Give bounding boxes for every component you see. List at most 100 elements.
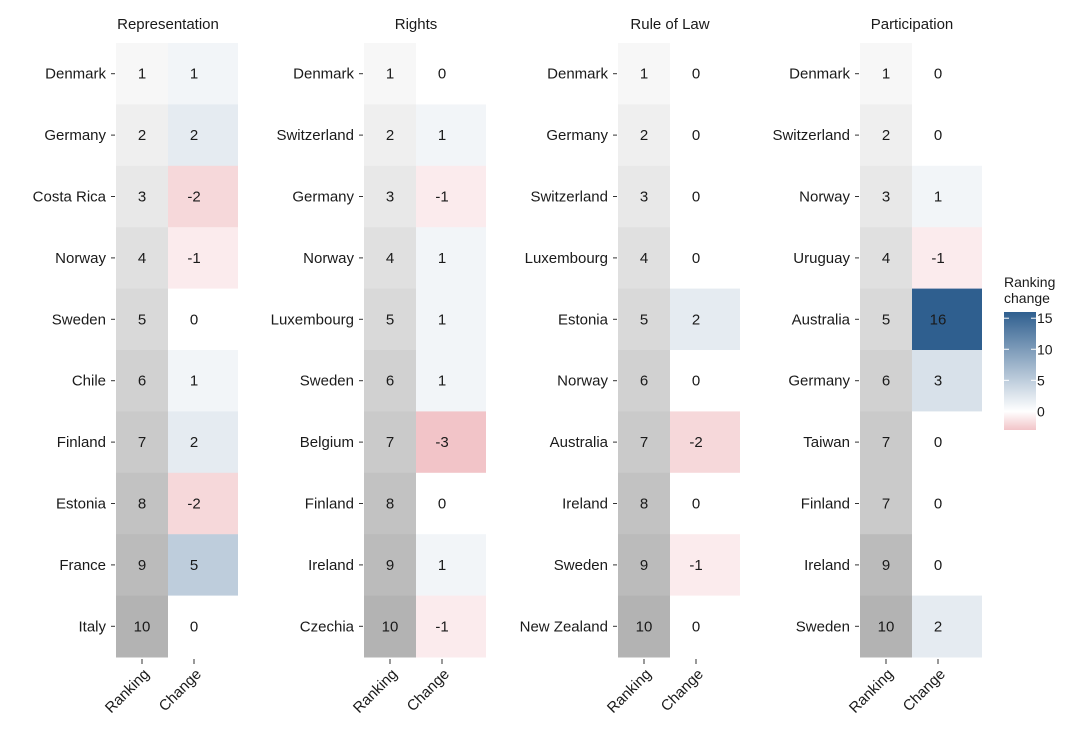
change-label: -1 [187,250,200,267]
change-cell [416,411,486,474]
ranking-label: 8 [138,496,146,513]
x-tick-label: Change [156,666,205,715]
ranking-label: 8 [640,496,648,513]
ranking-label: 3 [386,189,394,206]
change-label: 1 [934,189,942,206]
change-label: 2 [190,127,198,144]
change-cell [168,534,238,597]
country-label: Germany [292,189,354,206]
change-label: 1 [438,127,446,144]
country-label: Sweden [52,311,106,328]
ranking-label: 7 [882,434,890,451]
change-cell [670,350,740,412]
change-label: -1 [435,189,448,206]
change-label: -2 [187,496,200,513]
legend-colorbar [1004,312,1036,430]
ranking-label: 2 [138,127,146,144]
panel-title: Rights [395,16,438,33]
country-label: Denmark [789,66,850,83]
country-label: Sweden [300,373,354,390]
country-label: Finland [57,434,106,451]
x-tick-label: Ranking [846,666,897,717]
ranking-cell [116,104,168,167]
country-label: Estonia [558,311,609,328]
change-label: 5 [190,557,198,574]
change-label: 0 [692,496,700,513]
country-label: Luxembourg [271,311,354,328]
change-label: 1 [438,373,446,390]
change-cell [168,350,238,412]
change-cell [416,104,486,167]
x-tick-label: Change [404,666,453,715]
change-cell [912,43,982,105]
change-label: 0 [934,66,942,83]
change-label: 0 [692,618,700,635]
ranking-label: 10 [878,618,895,635]
country-label: Ireland [804,557,850,574]
ranking-label: 9 [386,557,394,574]
ranking-cell [116,472,168,535]
country-label: Sweden [554,557,608,574]
ranking-label: 9 [640,557,648,574]
ranking-cell [860,350,912,412]
change-cell [670,165,740,228]
change-label: 0 [934,434,942,451]
ranking-cell [116,411,168,474]
country-label: Switzerland [530,189,608,206]
change-cell [670,411,740,474]
country-label: Norway [55,250,106,267]
ranking-label: 6 [882,373,890,390]
country-label: Belgium [300,434,354,451]
change-label: 0 [692,373,700,390]
ranking-cell [860,165,912,228]
ranking-cell [860,472,912,535]
change-cell [168,165,238,228]
ranking-cell [618,165,670,228]
legend-title: change [1004,290,1050,306]
ranking-cell [116,534,168,597]
country-label: France [59,557,106,574]
change-cell [912,104,982,167]
change-label: 0 [934,557,942,574]
ranking-label: 7 [386,434,394,451]
change-cell [416,227,486,290]
country-label: Denmark [293,66,354,83]
change-label: -1 [435,618,448,635]
ranking-label: 7 [138,434,146,451]
change-label: 0 [692,189,700,206]
country-label: Australia [792,311,851,328]
change-label: 0 [692,66,700,83]
legend-title: Ranking [1004,274,1055,290]
change-cell [416,43,486,105]
ranking-cell [364,165,416,228]
ranking-cell [618,288,670,351]
ranking-cell [860,534,912,597]
country-label: Czechia [300,618,355,635]
change-label: 2 [692,311,700,328]
country-label: Ireland [562,496,608,513]
ranking-label: 4 [386,250,394,267]
ranking-cell [618,227,670,290]
change-label: -2 [187,189,200,206]
change-cell [670,472,740,535]
ranking-label: 4 [640,250,648,267]
change-label: -3 [435,434,448,451]
ranking-label: 9 [882,557,890,574]
country-label: Luxembourg [525,250,608,267]
country-label: Norway [557,373,608,390]
change-label: 1 [438,311,446,328]
change-cell [912,288,982,351]
ranking-label: 10 [134,618,151,635]
country-label: Sweden [796,618,850,635]
x-tick-label: Change [658,666,707,715]
ranking-cell [618,43,670,105]
ranking-cell [860,227,912,290]
change-cell [416,595,486,658]
country-label: Ireland [308,557,354,574]
ranking-cell [116,227,168,290]
change-cell [670,227,740,290]
country-label: Denmark [547,66,608,83]
ranking-cell [364,104,416,167]
